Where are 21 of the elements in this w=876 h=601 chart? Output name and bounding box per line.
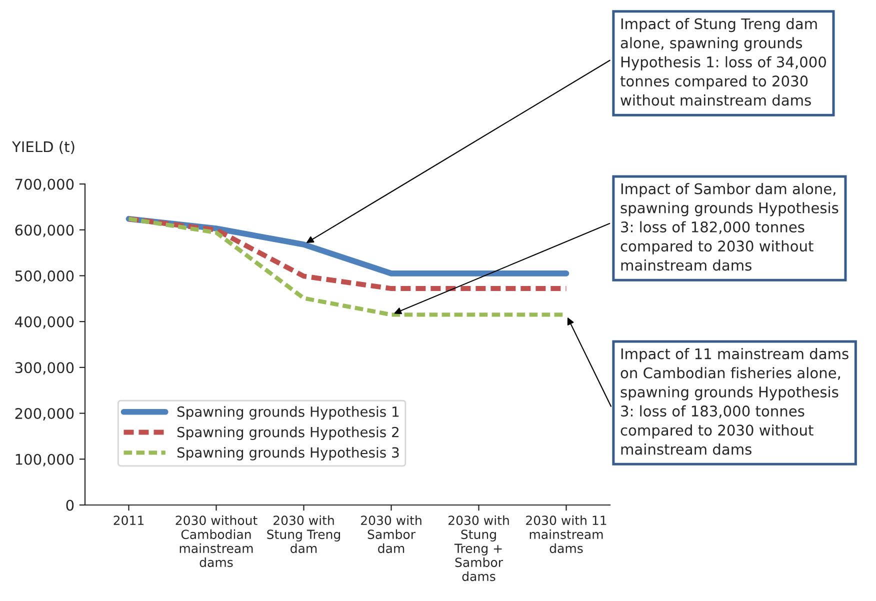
x-tick-label: 2030 without Cambodian mainstream dams — [176, 515, 258, 568]
annotation: Impact of Sambor dam alone, spawning grounds Hypothesis 3: loss of 182,000 tonnes compared to 2030 without mainstream dams — [620, 183, 838, 271]
legend-label: Spawning grounds Hypothesis 2 — [177, 426, 398, 440]
x-tick-label: 2030 with Stung Treng + Sambor dams — [448, 515, 509, 582]
y-tick-label: 300,000 — [15, 362, 74, 375]
y-tick-label: 600,000 — [15, 224, 74, 238]
x-tick-label: 2011 — [114, 516, 144, 526]
legend-label: Spawning grounds Hypothesis 3 — [177, 446, 399, 460]
y-tick-label: 700,000 — [15, 178, 74, 192]
x-tick-label: 2030 with 11 mainstream dams — [526, 515, 606, 554]
x-tick-label: 2030 with Sambor dam — [361, 515, 422, 554]
y-axis-title: YIELD (t) — [12, 140, 74, 154]
y-tick-label: 200,000 — [15, 408, 74, 421]
annotation: Impact of 11 mainstream dams on Cambodian fisheries alone, spawning grounds Hypothesis 3: loss of 183,000 tonnes compared to 2030 without mainstream dams — [620, 348, 848, 455]
annotation: Impact of Stung Treng dam alone, spawning grounds Hypothesis 1: loss of 34,000 tonnes compared to 2030 without mainstream dams — [620, 18, 826, 106]
legend-label: Spawning grounds Hypothesis 1 — [177, 406, 399, 420]
y-tick-label: 0 — [66, 500, 74, 511]
y-tick-label: 100,000 — [16, 454, 74, 466]
x-tick-label: 2030 with Stung Treng dam — [267, 515, 340, 554]
y-tick-label: 400,000 — [14, 316, 74, 329]
y-tick-label: 500,000 — [15, 270, 74, 283]
